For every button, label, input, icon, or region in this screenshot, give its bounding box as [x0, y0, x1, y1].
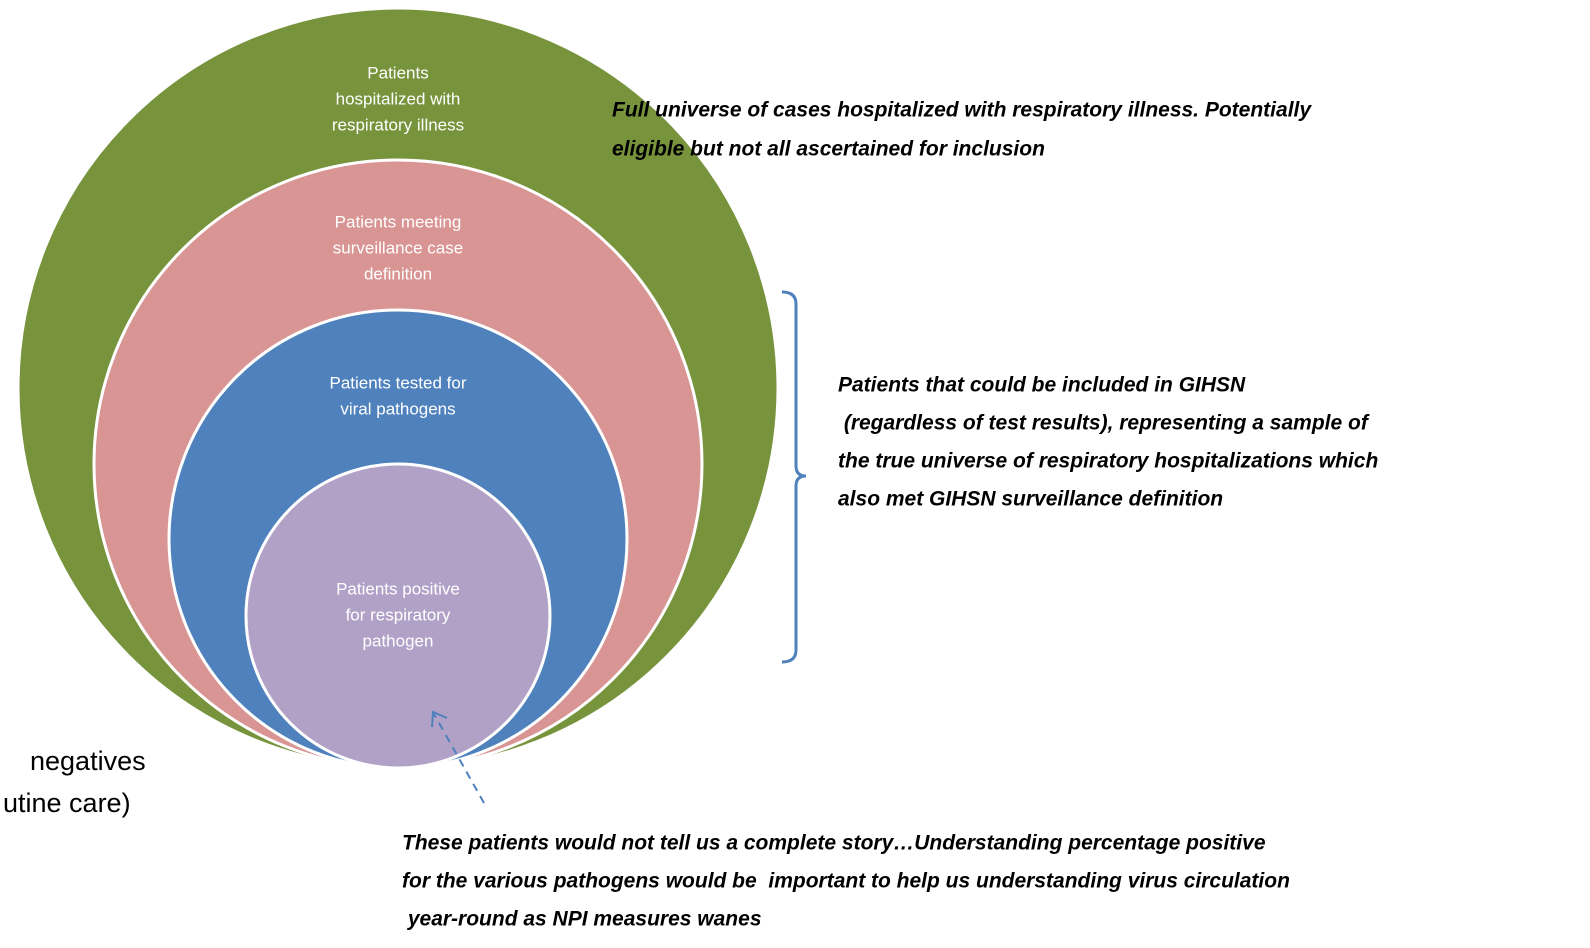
annotation-line: also met GIHSN surveillance definition	[838, 488, 1223, 511]
node-label: respiratory illness	[332, 115, 464, 134]
annotation-line: for the various pathogens would be impor…	[402, 870, 1290, 893]
annotation-line: These patients would not tell us a compl…	[402, 832, 1266, 855]
annotation-line: (regardless of test results), representi…	[838, 412, 1370, 435]
node-label: Patients	[367, 63, 428, 82]
annotation-line: year-round as NPI measures wanes	[402, 908, 762, 931]
bracket	[781, 290, 807, 664]
annotation-line: the true universe of respiratory hospita…	[838, 450, 1378, 473]
side-text: utine care)	[3, 788, 131, 818]
node-label: Patients tested for	[329, 373, 466, 392]
node-label: Patients meeting	[335, 212, 462, 231]
node-label: definition	[364, 264, 432, 283]
annotation-line: eligible but not all ascertained for inc…	[612, 138, 1045, 161]
node-label: hospitalized with	[336, 89, 461, 108]
side-text: negatives	[30, 746, 146, 776]
arrow-head	[431, 710, 448, 728]
annotation-line: Full universe of cases hospitalized with…	[612, 99, 1312, 122]
arrow-line	[433, 713, 485, 804]
node-label: pathogen	[363, 631, 434, 650]
circle-positive	[244, 462, 552, 770]
annotation-line: Patients that could be included in GIHSN	[838, 374, 1246, 397]
node-label: Patients positive	[336, 579, 460, 598]
node-label: for respiratory	[346, 605, 451, 624]
node-label: viral pathogens	[340, 399, 455, 418]
node-label: surveillance case	[333, 238, 463, 257]
